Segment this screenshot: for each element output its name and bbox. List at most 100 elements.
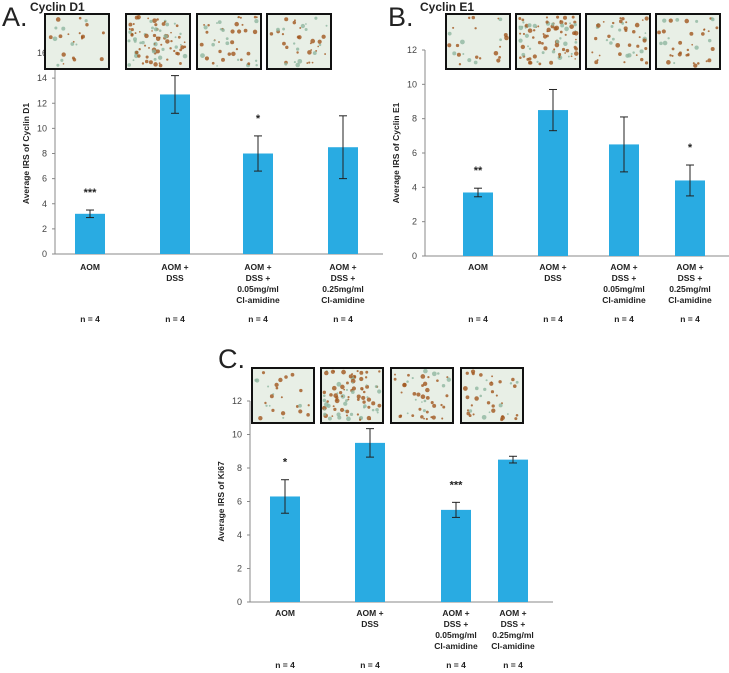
- stain: [338, 391, 343, 395]
- n-label: n = 4: [543, 314, 563, 324]
- micrograph: [44, 13, 110, 70]
- stain: [325, 24, 328, 27]
- n-label: n = 4: [614, 314, 634, 324]
- stain: [297, 58, 303, 64]
- stain: [361, 388, 364, 391]
- stain: [335, 396, 339, 400]
- n-label: n = 4: [275, 660, 295, 670]
- x-tick-label: DSS +: [612, 273, 637, 283]
- y-tick-label: 6: [237, 497, 242, 507]
- x-tick-label: AOM +: [539, 262, 566, 272]
- stain: [377, 389, 382, 394]
- stain: [605, 38, 609, 42]
- stain: [241, 23, 244, 26]
- stain: [132, 23, 135, 26]
- stain: [498, 380, 502, 384]
- stain: [225, 37, 229, 41]
- stain: [269, 394, 274, 399]
- stain: [551, 49, 556, 54]
- error-bar: [86, 209, 94, 219]
- x-tick-label: DSS +: [444, 619, 469, 629]
- y-tick-label: 0: [412, 251, 417, 261]
- stain: [298, 409, 303, 414]
- stain: [430, 401, 434, 405]
- stain: [411, 414, 415, 418]
- micrograph: [266, 13, 332, 70]
- stain: [526, 57, 530, 61]
- stain: [710, 47, 715, 52]
- stain: [153, 62, 158, 67]
- stain: [148, 46, 150, 49]
- stain: [571, 15, 575, 19]
- stain: [564, 33, 567, 36]
- stain: [180, 45, 185, 50]
- stain: [498, 55, 502, 59]
- stain: [669, 54, 672, 57]
- stain: [541, 41, 544, 45]
- stain: [366, 396, 369, 399]
- stain: [234, 21, 239, 27]
- stain: [519, 56, 522, 60]
- micrograph: [655, 13, 721, 70]
- stain: [205, 30, 209, 34]
- stain: [407, 373, 410, 377]
- significance: ***: [84, 187, 98, 199]
- n-label: n = 4: [360, 660, 380, 670]
- y-axis-label: Average IRS of Cyclin D1: [21, 103, 31, 205]
- stain: [400, 391, 403, 394]
- y-tick-label: 10: [37, 123, 47, 133]
- stain: [284, 17, 289, 22]
- stain: [542, 33, 545, 36]
- stain: [56, 63, 60, 67]
- stain: [462, 386, 468, 391]
- stain: [300, 23, 306, 29]
- stain: [527, 28, 533, 33]
- stain: [307, 50, 312, 55]
- stain: [163, 34, 168, 39]
- n-label: n = 4: [468, 314, 488, 324]
- stain: [329, 393, 333, 397]
- stain: [421, 401, 423, 403]
- error-bar: [254, 135, 262, 172]
- stain: [211, 61, 215, 65]
- stain: [430, 416, 433, 419]
- stain: [684, 18, 690, 24]
- stain: [559, 37, 562, 40]
- stain: [176, 52, 180, 56]
- x-tick-label: DSS +: [678, 273, 703, 283]
- stain: [636, 44, 640, 48]
- micrograph-frame: [460, 367, 524, 424]
- stain: [486, 401, 491, 405]
- stain: [560, 23, 565, 28]
- stain: [254, 378, 258, 382]
- x-tick-label: 0.05mg/ml: [435, 630, 477, 640]
- stain: [84, 19, 88, 23]
- stain: [411, 376, 414, 380]
- stain: [455, 43, 460, 48]
- stain: [545, 16, 549, 19]
- stain: [356, 398, 360, 401]
- stain: [141, 62, 145, 65]
- stain: [58, 34, 63, 39]
- stain: [542, 34, 548, 39]
- stain: [52, 36, 58, 42]
- stain: [473, 60, 478, 65]
- micrograph-frame: [196, 13, 262, 70]
- stain: [281, 33, 285, 36]
- stain: [144, 33, 149, 39]
- stain: [537, 40, 542, 45]
- stain: [130, 27, 134, 32]
- stain: [519, 32, 522, 35]
- stain: [532, 29, 536, 32]
- stain: [623, 26, 628, 31]
- stain: [425, 387, 430, 393]
- stain: [134, 15, 139, 20]
- stain: [549, 60, 554, 65]
- stain: [179, 62, 182, 65]
- stain: [446, 376, 449, 379]
- y-tick-label: 12: [37, 98, 47, 108]
- stain: [695, 19, 699, 23]
- stain: [567, 55, 570, 58]
- stain: [554, 25, 560, 31]
- stain: [460, 39, 465, 45]
